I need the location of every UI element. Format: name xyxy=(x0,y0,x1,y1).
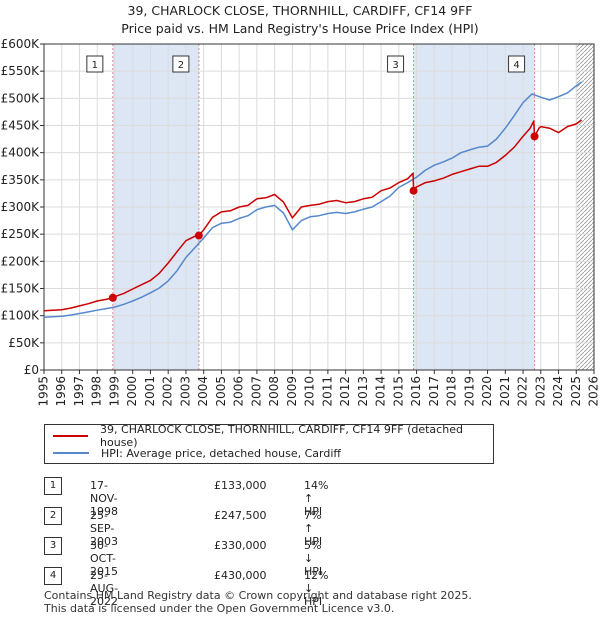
chart-area: £0 £50K £100K £150K £200K £250K £300K £350K £400… xyxy=(1,37,600,407)
y-tick-label: £200K xyxy=(1,254,41,268)
y-tick-label: £350K xyxy=(1,173,41,187)
x-tick-label: 2026 xyxy=(587,376,600,407)
x-tick-label: 2009 xyxy=(285,376,299,407)
transaction-date: 30-OCT-2015 xyxy=(90,539,118,578)
y-tick-label: £0 xyxy=(24,363,39,377)
sale-point-1 xyxy=(108,293,117,302)
y-tick-label: £600K xyxy=(1,37,41,51)
y-tick-label: £100K xyxy=(1,309,41,323)
sale-label-3: 3 xyxy=(392,60,398,71)
y-tick-label: £550K xyxy=(1,64,41,78)
x-tick-label: 2016 xyxy=(409,376,423,407)
x-tick-label: 2022 xyxy=(516,376,530,407)
sale-label-1: 1 xyxy=(92,60,98,71)
legend-label-hpi: HPI: Average price, detached house, Card… xyxy=(101,446,341,460)
x-tick-label: 2019 xyxy=(462,376,476,407)
legend-label-property: 39, CHARLOCK CLOSE, THORNHILL, CARDIFF, … xyxy=(100,423,463,449)
legend: 39, CHARLOCK CLOSE, THORNHILL, CARDIFF, … xyxy=(44,423,494,464)
footer-copyright: Contains HM Land Registry data © Crown c… xyxy=(44,589,472,602)
x-tick-label: 2024 xyxy=(551,376,565,407)
x-tick-label: 2005 xyxy=(214,376,228,407)
chart-title-line2: Price paid vs. HM Land Registry's House … xyxy=(121,21,479,36)
y-tick-label: £450K xyxy=(1,119,41,133)
series-line-hpi xyxy=(43,81,583,319)
series-lines xyxy=(43,81,583,319)
x-tick-label: 2017 xyxy=(427,376,441,407)
x-tick-label: 2006 xyxy=(232,376,246,407)
sale-markers: 1 2 3 4 xyxy=(86,55,539,302)
sale-label-2: 2 xyxy=(178,60,184,71)
x-tick-label: 2007 xyxy=(249,376,263,407)
x-tick-label: 1995 xyxy=(37,376,51,407)
y-tick-label: £150K xyxy=(1,282,41,296)
x-tick-label: 1998 xyxy=(90,376,104,407)
transaction-number: 1 xyxy=(44,477,62,495)
x-tick-label: 2018 xyxy=(445,376,459,407)
transaction-date: 17-NOV-1998 xyxy=(90,479,118,518)
transaction-number: 4 xyxy=(44,567,62,585)
x-tick-label: 2012 xyxy=(338,376,352,407)
transaction-hpi-diff: 7% ↑ HPI xyxy=(304,509,323,548)
x-tick-label: 2013 xyxy=(356,376,370,407)
transaction-hpi-diff: 12% ↓ HPI xyxy=(304,569,329,608)
x-tick-label: 1999 xyxy=(107,376,121,407)
legend-swatch-hpi xyxy=(53,452,89,454)
footer-licence: This data is licensed under the Open Gov… xyxy=(44,602,395,615)
sale-point-4 xyxy=(530,132,539,141)
transaction-price: £133,000 xyxy=(214,479,267,492)
transaction-date: 25-SEP-2003 xyxy=(90,509,118,548)
x-tick-label: 2021 xyxy=(498,376,512,407)
x-tick-label: 2004 xyxy=(196,376,210,407)
transaction-date: 25-AUG-2022 xyxy=(90,569,119,608)
sale-label-box-2 xyxy=(172,55,190,73)
x-tick-label: 2014 xyxy=(374,376,388,407)
transaction-price: £330,000 xyxy=(214,539,267,552)
x-tick-label: 2023 xyxy=(533,376,547,407)
x-tick-label: 2015 xyxy=(391,376,405,407)
sale-point-2 xyxy=(194,231,203,240)
x-tick-label: 2008 xyxy=(267,376,281,407)
y-tick-label: £400K xyxy=(1,146,41,160)
chart-title-line1: 39, CHARLOCK CLOSE, THORNHILL, CARDIFF, … xyxy=(127,3,473,18)
sale-label-box-3 xyxy=(387,55,405,73)
x-tick-label: 2002 xyxy=(161,376,175,407)
legend-item-property: 39, CHARLOCK CLOSE, THORNHILL, CARDIFF, … xyxy=(53,423,493,449)
transaction-price: £430,000 xyxy=(214,569,267,582)
x-tick-label: 2025 xyxy=(569,376,583,407)
y-axis-ticks: £0 £50K £100K £150K £200K £250K £300K £350K £400… xyxy=(1,37,44,377)
x-tick-label: 2001 xyxy=(143,376,157,407)
y-tick-label: £250K xyxy=(1,227,41,241)
sale-label-box-4 xyxy=(508,55,526,73)
y-tick-label: £50K xyxy=(8,336,40,350)
x-tick-label: 1996 xyxy=(54,376,68,407)
legend-item-hpi: HPI: Average price, detached house, Card… xyxy=(53,445,341,461)
y-tick-label: £500K xyxy=(1,91,41,105)
sale-point-3 xyxy=(409,186,418,195)
sale-label-box-1 xyxy=(86,55,104,73)
x-axis-ticks: 1995 1996 1997 1998 1999 2000 2001 2002 2003 2004… xyxy=(37,370,600,407)
x-tick-label: 2011 xyxy=(320,376,334,407)
series-line-property xyxy=(43,119,583,312)
transaction-number: 3 xyxy=(44,537,62,555)
x-tick-label: 2000 xyxy=(125,376,139,407)
sale-label-4: 4 xyxy=(513,60,519,71)
transaction-hpi-diff: 14% ↑ HPI xyxy=(304,479,329,518)
legend-swatch-property xyxy=(53,435,89,437)
x-tick-label: 2020 xyxy=(480,376,494,407)
transaction-price: £247,500 xyxy=(214,509,267,522)
x-tick-label: 1997 xyxy=(72,376,86,407)
x-tick-label: 2003 xyxy=(178,376,192,407)
transaction-number: 2 xyxy=(44,507,62,525)
y-tick-label: £300K xyxy=(1,200,41,214)
x-tick-label: 2010 xyxy=(303,376,317,407)
transaction-hpi-diff: 5% ↓ HPI xyxy=(304,539,323,578)
